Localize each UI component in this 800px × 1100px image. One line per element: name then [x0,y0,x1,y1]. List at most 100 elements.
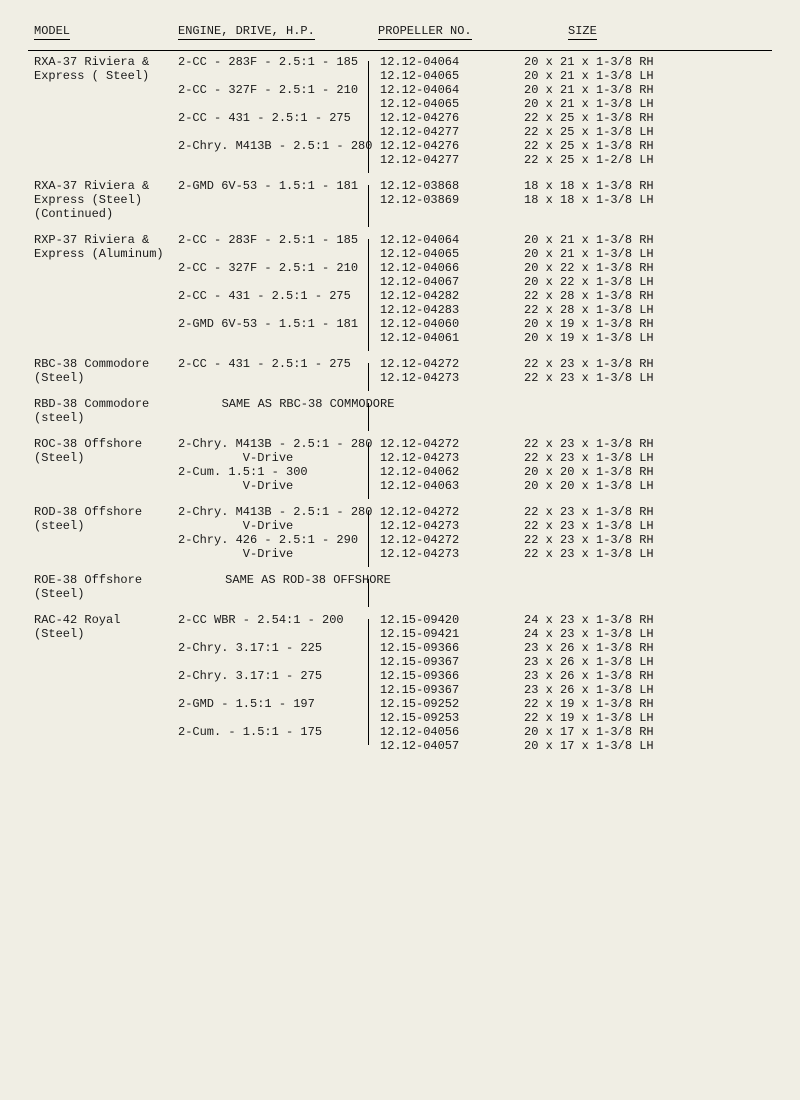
cell-size: 23 x 26 x 1-3/8 RH [524,641,694,655]
table-row: 12.15-0936723 x 26 x 1-3/8 LH [28,683,772,697]
cell-size: 22 x 23 x 1-3/8 RH [524,357,694,371]
same-as-note: SAME AS RBC-38 COMMODORE [178,397,438,411]
header-engine: ENGINE, DRIVE, H.P. [178,24,315,38]
table-row: RAC-42 Royal2-CC WBR - 2.54:1 - 20012.15… [28,613,772,627]
table-row: (steel) [28,411,772,425]
table-row: 2-Cum. - 1.5:1 - 17512.12-0405620 x 17 x… [28,725,772,739]
table-row: V-Drive12.12-0406320 x 20 x 1-3/8 LH [28,479,772,493]
cell-size: 20 x 17 x 1-3/8 LH [524,739,694,753]
cell-size: 20 x 22 x 1-3/8 LH [524,275,694,289]
cell-propeller: 12.12-04065 [380,97,500,111]
cell-propeller: 12.12-04272 [380,505,500,519]
cell-size: 20 x 20 x 1-3/8 RH [524,465,694,479]
cell-engine: 2-CC - 431 - 2.5:1 - 275 [178,111,368,125]
header-size: SIZE [568,24,597,38]
cell-propeller: 12.15-09420 [380,613,500,627]
cell-size: 22 x 23 x 1-3/8 LH [524,371,694,385]
cell-engine: 2-CC - 431 - 2.5:1 - 275 [178,357,368,371]
cell-size: 24 x 23 x 1-3/8 RH [524,613,694,627]
cell-engine: V-Drive [178,547,368,561]
cell-engine: 2-CC - 327F - 2.5:1 - 210 [178,83,368,97]
table-row: 12.12-04277 22 x 25 x 1-2/8 LH [28,153,772,167]
column-separator [368,239,369,351]
cell-engine: 2-CC - 327F - 2.5:1 - 210 [178,261,368,275]
document-page: MODEL ENGINE, DRIVE, H.P. PROPELLER NO. … [28,24,772,759]
table-row: 12.12-04283 22 x 28 x 1-3/8 LH [28,303,772,317]
table-row: RXP-37 Riviera &2-CC - 283F - 2.5:1 - 18… [28,233,772,247]
row-spacer [28,167,772,179]
cell-size: 23 x 26 x 1-3/8 LH [524,655,694,669]
cell-propeller: 12.15-09252 [380,697,500,711]
cell-propeller: 12.15-09421 [380,627,500,641]
table-row: 2-Chry. M413B - 2.5:1 - 28012.12-0427622… [28,139,772,153]
table-row: 2-Chry. 426 - 2.5:1 - 29012.12-0427222 x… [28,533,772,547]
cell-size: 22 x 28 x 1-3/8 LH [524,303,694,317]
cell-size: 22 x 25 x 1-2/8 LH [524,153,694,167]
cell-size: 23 x 26 x 1-3/8 LH [524,683,694,697]
cell-size: 22 x 25 x 1-3/8 RH [524,139,694,153]
table-row: 2-GMD 6V-53 - 1.5:1 - 18112.12-0406020 x… [28,317,772,331]
cell-size: 22 x 19 x 1-3/8 RH [524,697,694,711]
cell-engine: 2-CC - 283F - 2.5:1 - 185 [178,55,368,69]
cell-size: 22 x 19 x 1-3/8 LH [524,711,694,725]
table-row: 12.15-09367 23 x 26 x 1-3/8 LH [28,655,772,669]
row-spacer [28,493,772,505]
table-row: (Steel) V-Drive12.12-0427322 x 23 x 1-3/… [28,451,772,465]
cell-size: 20 x 21 x 1-3/8 RH [524,233,694,247]
table-row: Express (Steel)12.12-0386918 x 18 x 1-3/… [28,193,772,207]
cell-model: (Steel) [34,587,174,601]
table-row: (Steel) [28,587,772,601]
table-row: 2-GMD - 1.5:1 - 197 12.15-09252 22 x 19 x … [28,697,772,711]
table-row: RXA-37 Riviera &2-GMD 6V-53 - 1.5:1 - 18… [28,179,772,193]
cell-size: 22 x 28 x 1-3/8 RH [524,289,694,303]
cell-model: (steel) [34,411,174,425]
cell-propeller: 12.12-04064 [380,83,500,97]
cell-propeller: 12.12-04065 [380,247,500,261]
cell-model: RBC-38 Commodore [34,357,174,371]
cell-propeller: 12.12-04057 [380,739,500,753]
cell-size: 22 x 23 x 1-3/8 RH [524,533,694,547]
cell-engine: 2-GMD 6V-53 - 1.5:1 - 181 [178,317,368,331]
cell-propeller: 12.15-09366 [380,669,500,683]
table-row: 12.12-0406720 x 22 x 1-3/8 LH [28,275,772,289]
cell-propeller: 12.12-04063 [380,479,500,493]
cell-propeller: 12.12-04277 [380,153,500,167]
cell-propeller: 12.12-04272 [380,533,500,547]
table-row: (Steel)12.12-0427322 x 23 x 1-3/8 LH [28,371,772,385]
cell-model: (steel) [34,519,174,533]
table-row: 2-Cum. 1.5:1 - 30012.12-0406220 x 20 x 1… [28,465,772,479]
table-row: (steel) V-Drive12.12-0427322 x 23 x 1-3/… [28,519,772,533]
cell-size: 22 x 23 x 1-3/8 RH [524,505,694,519]
cell-model: ROD-38 Offshore [34,505,174,519]
cell-propeller: 12.12-04277 [380,125,500,139]
cell-engine: 2-Chry. 3.17:1 - 275 [178,669,368,683]
cell-engine: V-Drive [178,451,368,465]
cell-size: 20 x 22 x 1-3/8 RH [524,261,694,275]
table-row: RXA-37 Riviera &2-CC - 283F - 2.5:1 - 18… [28,55,772,69]
cell-engine: 2-Chry. M413B - 2.5:1 - 280 [178,139,368,153]
cell-engine: 2-GMD 6V-53 - 1.5:1 - 181 [178,179,368,193]
cell-engine: 2-Chry. M413B - 2.5:1 - 280 [178,505,368,519]
table-row: 12.15-0925322 x 19 x 1-3/8 LH [28,711,772,725]
cell-size: 22 x 25 x 1-3/8 LH [524,125,694,139]
cell-engine: 2-GMD - 1.5:1 - 197 [178,697,368,711]
cell-model: ROC-38 Offshore [34,437,174,451]
table-row: V-Drive12.12-0427322 x 23 x 1-3/8 LH [28,547,772,561]
cell-propeller: 12.15-09367 [380,655,500,669]
cell-model: (Continued) [34,207,174,221]
cell-propeller: 12.12-04065 [380,69,500,83]
cell-propeller: 12.12-04283 [380,303,500,317]
column-headers: MODEL ENGINE, DRIVE, H.P. PROPELLER NO. … [28,24,772,50]
cell-propeller: 12.12-04273 [380,371,500,385]
cell-size: 18 x 18 x 1-3/8 LH [524,193,694,207]
row-spacer [28,385,772,397]
cell-size: 20 x 20 x 1-3/8 LH [524,479,694,493]
cell-size: 20 x 21 x 1-3/8 RH [524,83,694,97]
table-row: Express ( Steel)12.12-0406520 x 21 x 1-3… [28,69,772,83]
table-row: Express (Aluminum)12.12-0406520 x 21 x 1… [28,247,772,261]
table-row: ROD-38 Offshore 2-Chry. M413B - 2.5:1 - 2… [28,505,772,519]
column-separator [368,363,369,391]
column-separator [368,61,369,173]
cell-model: (Steel) [34,627,174,641]
cell-model: (Steel) [34,451,174,465]
